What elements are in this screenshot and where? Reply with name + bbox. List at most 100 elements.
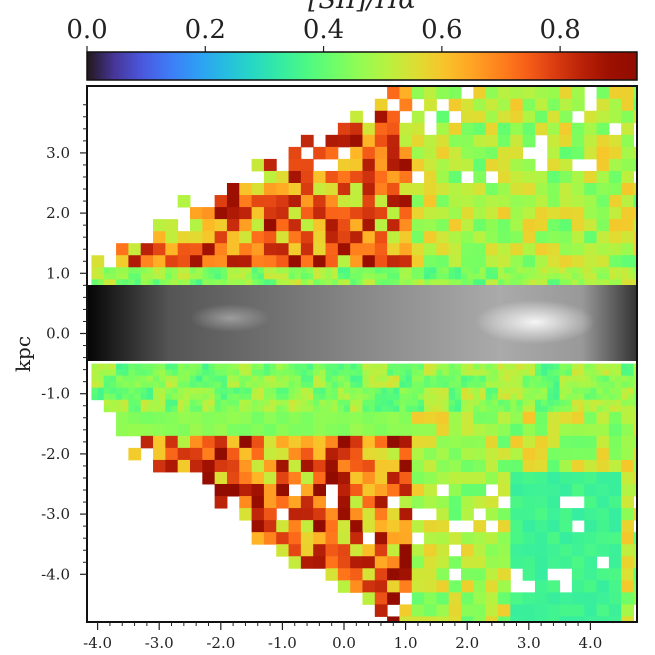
map-pixel	[491, 369, 499, 377]
map-pixel	[602, 393, 610, 401]
map-pixel	[399, 387, 406, 395]
map-pixel	[596, 134, 610, 148]
map-pixel	[633, 363, 637, 371]
map-pixel	[534, 405, 542, 413]
map-pixel	[621, 471, 634, 485]
map-pixel	[288, 435, 302, 449]
map-pixel	[146, 381, 154, 389]
map-pixel	[633, 279, 637, 286]
map-pixel	[331, 399, 339, 407]
map-pixel	[547, 183, 561, 196]
map-pixel	[608, 447, 622, 461]
heatmap-pixels	[91, 86, 647, 622]
map-pixel	[559, 604, 573, 617]
map-pixel	[251, 369, 259, 377]
map-pixel	[276, 375, 283, 383]
map-pixel	[627, 381, 634, 389]
map-pixel	[294, 267, 302, 274]
y-tick-label: -2.0	[41, 445, 70, 463]
map-pixel	[608, 393, 616, 401]
map-pixel	[424, 423, 437, 437]
map-pixel	[621, 231, 634, 244]
map-pixel	[454, 381, 462, 389]
map-pixel	[325, 393, 333, 401]
map-pixel	[621, 556, 634, 569]
map-pixel	[436, 134, 450, 148]
map-pixel	[436, 556, 450, 569]
map-pixel	[498, 86, 511, 100]
map-pixel	[239, 387, 246, 395]
map-pixel	[640, 364, 647, 371]
map-pixel	[239, 255, 253, 268]
map-pixel	[300, 207, 314, 220]
map-pixel	[313, 520, 326, 533]
map-pixel	[257, 273, 265, 280]
map-pixel	[485, 496, 499, 509]
map-pixel	[411, 447, 425, 461]
map-pixel	[534, 459, 548, 473]
map-pixel	[294, 273, 302, 280]
map-pixel	[608, 267, 616, 274]
map-pixel	[498, 508, 511, 521]
map-pixel	[541, 273, 548, 280]
map-pixel	[220, 267, 228, 274]
map-pixel	[640, 267, 647, 274]
map-pixel	[387, 231, 400, 244]
map-pixel	[522, 471, 536, 485]
map-pixel	[621, 273, 628, 280]
map-pixel	[510, 423, 524, 437]
map-pixel	[399, 231, 413, 244]
map-pixel	[300, 423, 314, 437]
map-pixel	[159, 273, 166, 280]
colorbar-tick-label: 0.8	[539, 15, 580, 45]
map-pixel	[387, 86, 400, 100]
map-pixel	[356, 387, 363, 395]
map-pixel	[436, 255, 450, 268]
map-pixel	[571, 592, 585, 605]
map-pixel	[473, 231, 487, 244]
map-pixel	[442, 381, 450, 389]
x-tick-label: 3.0	[517, 634, 541, 652]
map-pixel	[436, 86, 450, 100]
map-pixel	[239, 435, 253, 449]
map-pixel	[140, 393, 148, 401]
map-pixel	[177, 447, 191, 461]
map-pixel	[498, 592, 511, 605]
map-pixel	[393, 381, 400, 389]
map-pixel	[368, 399, 376, 407]
map-pixel	[621, 544, 634, 557]
map-pixel	[411, 381, 419, 389]
map-pixel	[448, 592, 462, 605]
map-pixel	[177, 387, 185, 395]
map-pixel	[448, 604, 462, 617]
map-pixel	[571, 471, 585, 485]
map-pixel	[596, 86, 610, 100]
map-pixel	[202, 267, 209, 274]
map-pixel	[337, 393, 345, 401]
map-pixel	[374, 369, 382, 377]
map-pixel	[153, 219, 166, 232]
map-pixel	[171, 279, 179, 286]
map-pixel	[633, 447, 637, 461]
map-pixel	[547, 471, 561, 485]
map-pixel	[165, 267, 172, 274]
map-pixel	[300, 447, 314, 461]
map-pixel	[436, 183, 450, 196]
map-pixel	[571, 459, 585, 473]
map-pixel	[374, 279, 382, 286]
map-pixel	[270, 375, 277, 383]
map-pixel	[510, 484, 524, 497]
map-pixel	[498, 604, 511, 617]
map-pixel	[528, 273, 536, 280]
map-pixel	[177, 255, 191, 268]
map-pixel	[202, 279, 209, 286]
map-pixel	[165, 387, 172, 395]
map-pixel	[374, 170, 388, 184]
map-pixel	[122, 387, 129, 395]
map-pixel	[571, 86, 585, 100]
map-pixel	[325, 556, 339, 569]
map-pixel	[294, 405, 302, 413]
map-pixel	[128, 267, 135, 274]
map-pixel	[510, 207, 524, 220]
map-pixel	[177, 267, 185, 274]
